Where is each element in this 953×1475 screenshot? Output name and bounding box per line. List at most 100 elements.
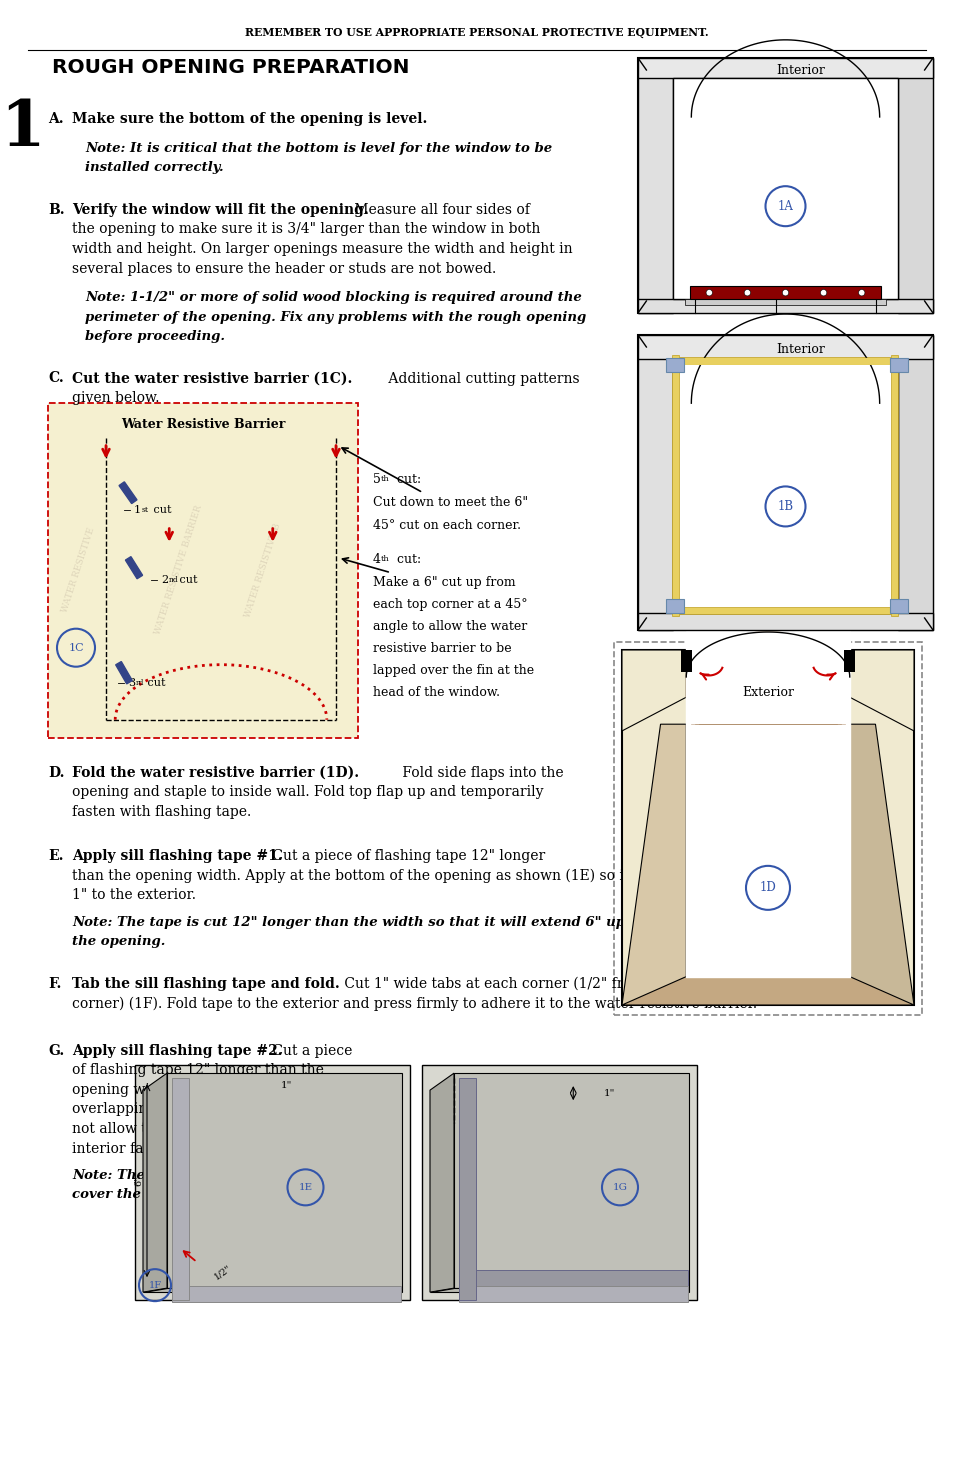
Text: 2: 2 (161, 575, 168, 584)
Text: 1": 1" (602, 1089, 614, 1097)
Polygon shape (638, 335, 673, 630)
Text: 45° cut on each corner.: 45° cut on each corner. (373, 519, 520, 532)
Text: WATER RESISTIVE B: WATER RESISTIVE B (243, 522, 282, 618)
Polygon shape (638, 58, 932, 78)
Bar (638, 335, 932, 630)
Text: Cut the water resistive barrier (1C).: Cut the water resistive barrier (1C). (71, 372, 352, 385)
Text: th: th (380, 555, 390, 562)
Text: corner) (1F). Fold tape to the exterior and press firmly to adhere it to the wat: corner) (1F). Fold tape to the exterior … (71, 996, 757, 1010)
Polygon shape (621, 650, 685, 732)
Bar (666, 357, 683, 372)
Polygon shape (897, 335, 932, 630)
Text: opening width. Apply at the bottom,: opening width. Apply at the bottom, (71, 1083, 326, 1097)
Text: 1E: 1E (298, 1183, 313, 1192)
Text: Apply sill flashing tape #1.: Apply sill flashing tape #1. (71, 850, 282, 863)
Polygon shape (430, 1074, 454, 1292)
Text: Measure all four sides of: Measure all four sides of (350, 204, 529, 217)
Text: 4: 4 (373, 553, 380, 566)
Bar (48, 403, 357, 738)
Bar (638, 58, 932, 313)
Text: overlapping tape #1 by at least 1". Do: overlapping tape #1 by at least 1". Do (71, 1102, 341, 1117)
Text: cut: cut (143, 677, 165, 687)
Polygon shape (638, 335, 932, 358)
Circle shape (705, 289, 712, 296)
Text: the opening to make sure it is 3/4" larger than the window in both: the opening to make sure it is 3/4" larg… (71, 223, 539, 236)
Text: 1" to the exterior.: 1" to the exterior. (71, 888, 195, 903)
Text: Apply sill flashing tape #2.: Apply sill flashing tape #2. (71, 1044, 282, 1058)
Bar (135, 1065, 410, 1299)
Circle shape (820, 289, 826, 296)
Text: Note: The flashing tape may not fully: Note: The flashing tape may not fully (71, 1168, 349, 1181)
Text: Note: It is critical that the bottom is level for the window to be: Note: It is critical that the bottom is … (85, 142, 552, 155)
Text: Make a 6" cut up from: Make a 6" cut up from (373, 577, 515, 589)
Bar (680, 650, 691, 673)
Text: Interior: Interior (775, 342, 823, 355)
Text: A.: A. (48, 112, 64, 125)
Text: 1C: 1C (68, 643, 84, 653)
Text: width and height. On larger openings measure the width and height in: width and height. On larger openings mea… (71, 242, 572, 257)
Text: cut:: cut: (393, 473, 420, 487)
Text: the opening.: the opening. (71, 935, 165, 948)
Bar (689, 286, 880, 299)
Text: 1G: 1G (612, 1183, 627, 1192)
Text: E.: E. (48, 850, 64, 863)
Text: 1D: 1D (759, 882, 776, 894)
Polygon shape (849, 650, 913, 732)
Circle shape (858, 289, 864, 296)
Text: 6": 6" (134, 1176, 143, 1186)
Polygon shape (454, 1074, 688, 1288)
Bar (888, 357, 906, 372)
Text: several places to ensure the header or studs are not bowed.: several places to ensure the header or s… (71, 261, 496, 276)
Text: Fold side flaps into the: Fold side flaps into the (397, 766, 563, 780)
Text: 1: 1 (133, 504, 141, 515)
Bar (48, 403, 357, 738)
Text: angle to allow the water: angle to allow the water (373, 620, 527, 633)
Polygon shape (621, 724, 685, 1004)
Text: perimeter of the opening. Fix any problems with the rough opening: perimeter of the opening. Fix any proble… (85, 311, 586, 323)
Bar (421, 1065, 697, 1299)
Bar (614, 642, 921, 1015)
Text: WATER RESISTIVE: WATER RESISTIVE (60, 527, 96, 614)
Polygon shape (685, 631, 849, 698)
Bar (684, 299, 884, 305)
Text: cover the framing members.: cover the framing members. (71, 1189, 282, 1201)
Text: cut: cut (150, 504, 171, 515)
Polygon shape (125, 556, 142, 578)
Text: head of the window.: head of the window. (373, 686, 499, 699)
Bar (673, 78, 897, 299)
Text: fasten with flashing tape.: fasten with flashing tape. (71, 805, 251, 819)
Polygon shape (638, 299, 932, 313)
Text: Exterior: Exterior (741, 686, 793, 699)
Polygon shape (167, 1074, 401, 1288)
Polygon shape (638, 614, 932, 630)
Polygon shape (172, 1078, 189, 1299)
Text: Additional cutting patterns: Additional cutting patterns (384, 372, 579, 385)
Text: Verify the window will fit the opening.: Verify the window will fit the opening. (71, 204, 369, 217)
Text: 1": 1" (280, 1081, 292, 1090)
Text: interior face of the framing (1G).: interior face of the framing (1G). (71, 1142, 304, 1155)
Text: Make sure the bottom of the opening is level.: Make sure the bottom of the opening is l… (71, 112, 427, 125)
Text: rd: rd (135, 678, 144, 687)
Text: Cut 1" wide tabs at each corner (1/2" from each side of: Cut 1" wide tabs at each corner (1/2" fr… (339, 976, 734, 991)
Text: F.: F. (48, 976, 61, 991)
Text: Cut down to meet the 6": Cut down to meet the 6" (373, 496, 528, 509)
Text: Interior: Interior (775, 63, 823, 77)
Text: Water Resistive Barrier: Water Resistive Barrier (121, 419, 285, 431)
Text: 5: 5 (373, 473, 380, 487)
Text: Note: 1-1/2" or more of solid wood blocking is required around the: Note: 1-1/2" or more of solid wood block… (85, 291, 581, 304)
Text: WATER RESISTIVE BARRIER: WATER RESISTIVE BARRIER (152, 504, 203, 636)
Text: C.: C. (48, 372, 64, 385)
Text: 3: 3 (128, 677, 135, 687)
Polygon shape (115, 662, 132, 684)
Text: Fold the water resistive barrier (1D).: Fold the water resistive barrier (1D). (71, 766, 358, 780)
Text: nd: nd (169, 577, 178, 584)
Bar (621, 650, 913, 1004)
Polygon shape (621, 976, 913, 1004)
Polygon shape (143, 1288, 401, 1292)
Text: opening and staple to inside wall. Fold top flap up and temporarily: opening and staple to inside wall. Fold … (71, 785, 543, 799)
Polygon shape (849, 724, 913, 1004)
Text: given below.: given below. (71, 391, 159, 406)
Polygon shape (119, 482, 137, 503)
Bar (666, 599, 683, 614)
Text: REMEMBER TO USE APPROPRIATE PERSONAL PROTECTIVE EQUIPMENT.: REMEMBER TO USE APPROPRIATE PERSONAL PRO… (245, 27, 708, 37)
